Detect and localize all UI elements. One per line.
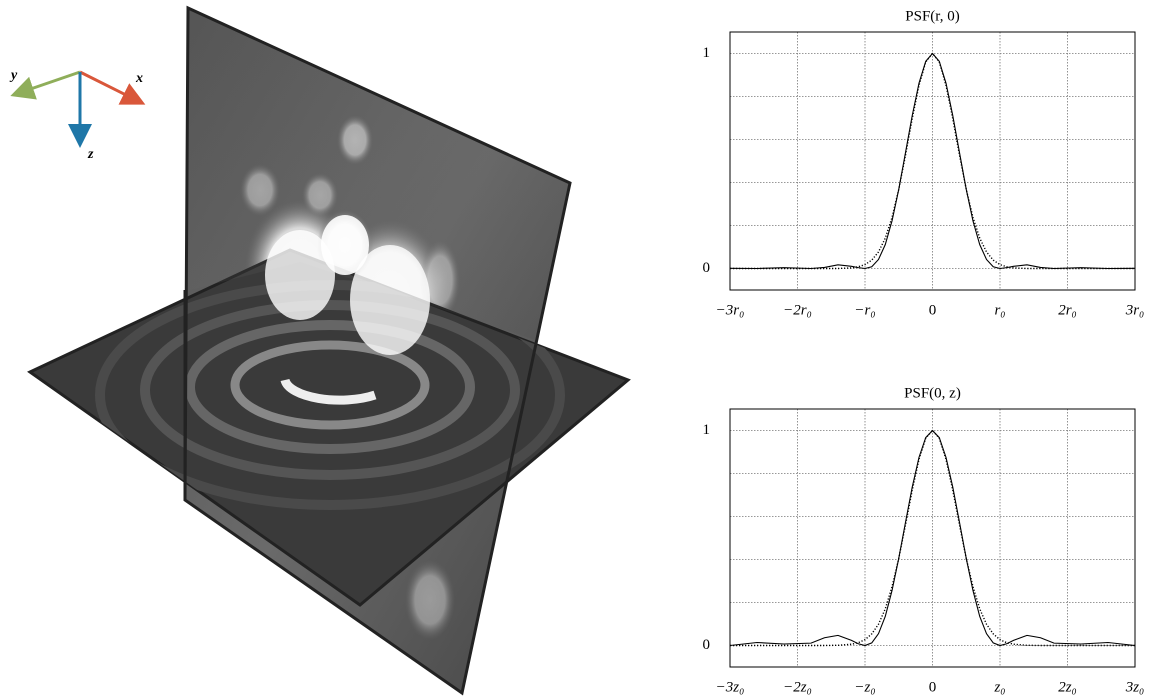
- x-tick-label: 2z₀: [1058, 679, 1077, 695]
- line-chart: PSF(r, 0) −3r₀ −2r₀ −r₀ 0 r₀ 2r₀ 3r₀ 0 1: [703, 8, 1145, 318]
- x-tick-label: −2r₀: [783, 302, 812, 318]
- x-tick-label: −r₀: [854, 302, 875, 318]
- axis-label-x: x: [135, 71, 143, 86]
- series-line: [729, 429, 1136, 647]
- plot-frame: [729, 31, 1136, 291]
- y-tick-label: 1: [703, 422, 711, 438]
- x-tick-label: −2z₀: [783, 679, 812, 695]
- series-line: [729, 52, 1136, 270]
- plot-frame: [729, 408, 1136, 668]
- chart-title: PSF(r, 0): [905, 8, 959, 24]
- psf-render: [27, 5, 631, 696]
- x-tick-label: 3r₀: [1125, 302, 1145, 318]
- x-tick-label: r₀: [994, 302, 1005, 318]
- x-tick-label: −3z₀: [716, 679, 745, 695]
- x-tick-label: 0: [929, 679, 937, 695]
- series-line: [730, 52, 1135, 270]
- x-tick-label: −3r₀: [716, 302, 745, 318]
- y-tick-label: 0: [703, 260, 711, 276]
- y-tick-label: 1: [703, 45, 711, 61]
- y-tick-label: 0: [703, 637, 711, 653]
- axis-label-y: y: [9, 68, 18, 83]
- axes-triad: x y z: [9, 68, 146, 162]
- x-tick-label: 2r₀: [1058, 302, 1077, 318]
- x-tick-label: z₀: [993, 679, 1005, 695]
- x-tick-label: 3z₀: [1125, 679, 1145, 695]
- x-tick-label: 0: [929, 302, 937, 318]
- line-chart: PSF(0, z) −3z₀ −2z₀ −z₀ 0 z₀ 2z₀ 3z₀ 0 1: [703, 385, 1145, 695]
- axis-label-z: z: [87, 147, 94, 162]
- x-tick-label: −z₀: [854, 679, 875, 695]
- chart-title: PSF(0, z): [904, 385, 961, 401]
